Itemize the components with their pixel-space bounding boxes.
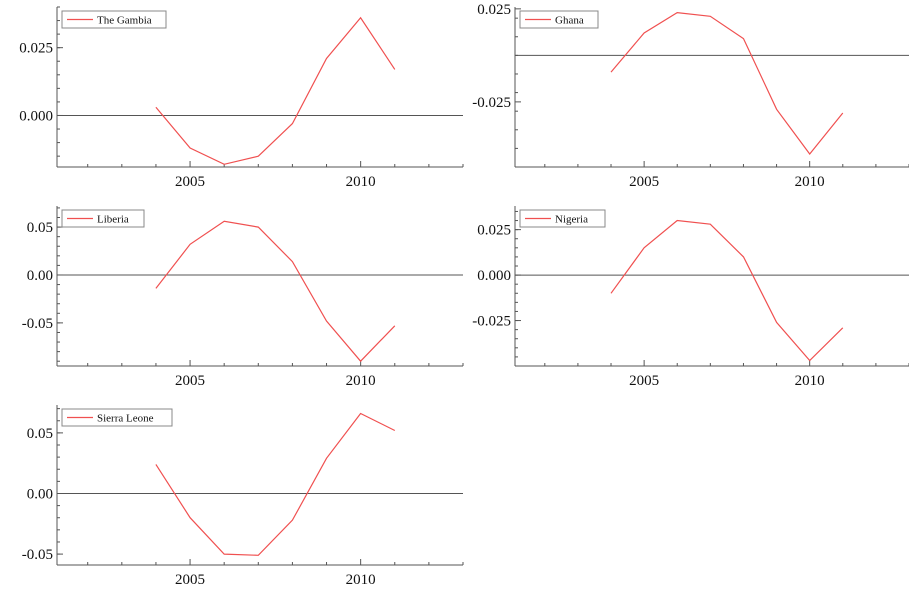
y-tick-label: 0.00 bbox=[27, 486, 53, 502]
series-line-nigeria bbox=[610, 219, 844, 362]
y-tick-label: 0.000 bbox=[477, 268, 511, 284]
y-tick-label: -0.05 bbox=[22, 316, 53, 332]
legend: Ghana bbox=[519, 10, 599, 29]
legend-box bbox=[519, 209, 606, 228]
y-tick-label: -0.05 bbox=[22, 547, 53, 563]
x-tick-label: 2010 bbox=[346, 572, 376, 588]
x-tick-label: 2010 bbox=[346, 373, 376, 389]
panel-nigeria: 2005 2010 -0.025 0.000 0.025 Nigeria bbox=[472, 206, 909, 389]
y-tick-label: 0.025 bbox=[19, 41, 53, 57]
legend-label: The Gambia bbox=[97, 15, 152, 27]
legend-box bbox=[519, 10, 599, 29]
legend-label: Nigeria bbox=[555, 214, 588, 226]
legend-box bbox=[61, 10, 167, 29]
panel-liberia: 2005 2010 -0.05 0.00 0.05 Liberia bbox=[22, 206, 464, 389]
x-tick-label: 2010 bbox=[795, 373, 825, 389]
y-tick-label: 0.025 bbox=[477, 223, 511, 239]
legend-box bbox=[61, 209, 145, 228]
panel-ghana: 2005 2010 -0.025 0.025 Ghana bbox=[472, 2, 909, 190]
x-tick-label: 2005 bbox=[175, 373, 205, 389]
series-line-sierra-leone bbox=[155, 412, 396, 556]
y-tick-label: -0.025 bbox=[472, 314, 511, 330]
legend: The Gambia bbox=[61, 10, 167, 29]
legend-box bbox=[61, 408, 173, 427]
legend-label: Liberia bbox=[97, 214, 129, 226]
legend: Sierra Leone bbox=[61, 408, 173, 427]
x-tick-label: 2005 bbox=[175, 572, 205, 588]
y-tick-label: 0.025 bbox=[477, 2, 511, 18]
y-tick-label: 0.05 bbox=[27, 426, 53, 442]
legend: Nigeria bbox=[519, 209, 606, 228]
legend-label: Sierra Leone bbox=[97, 413, 154, 425]
x-tick-label: 2010 bbox=[346, 174, 376, 190]
y-tick-label: -0.025 bbox=[472, 95, 511, 111]
panel-sierra-leone: 2005 2010 -0.05 0.00 0.05 Sierra Leone bbox=[22, 405, 464, 588]
x-tick-label: 2005 bbox=[629, 174, 659, 190]
x-tick-label: 2010 bbox=[795, 174, 825, 190]
series-line-the-gambia bbox=[155, 16, 396, 165]
x-tick-label: 2005 bbox=[629, 373, 659, 389]
y-tick-label: 0.000 bbox=[19, 108, 53, 124]
y-tick-label: 0.05 bbox=[27, 220, 53, 236]
series-line-ghana bbox=[610, 11, 844, 155]
series-line-liberia bbox=[155, 220, 396, 363]
x-tick-label: 2005 bbox=[175, 174, 205, 190]
y-tick-label: 0.00 bbox=[27, 268, 53, 284]
legend: Liberia bbox=[61, 209, 145, 228]
legend-label: Ghana bbox=[555, 15, 584, 27]
panel-the-gambia: 2005 2010 0.000 0.025 The Gambia bbox=[19, 6, 464, 190]
